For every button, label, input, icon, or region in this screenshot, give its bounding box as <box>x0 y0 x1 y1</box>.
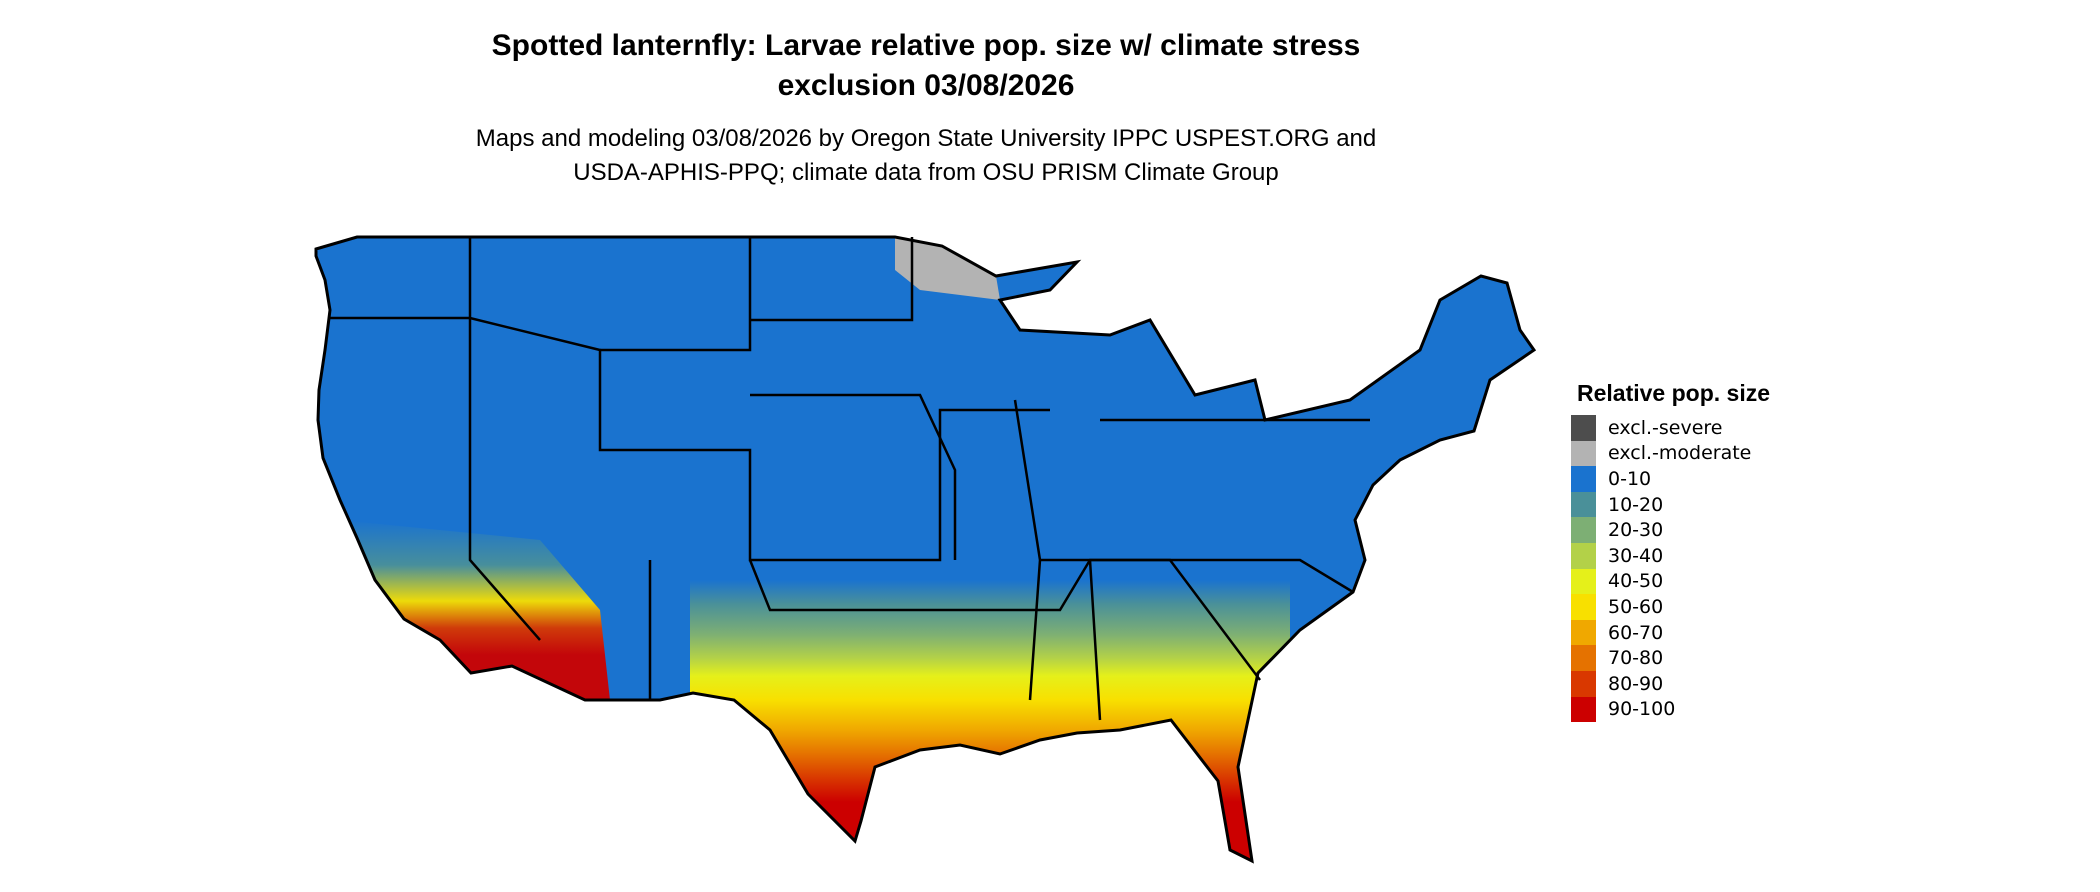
legend-label: 30-40 <box>1608 544 1664 567</box>
legend-swatch <box>1571 466 1596 492</box>
legend-item: excl.-moderate <box>1571 440 1770 467</box>
state-border <box>748 559 955 612</box>
legend-label: excl.-severe <box>1608 416 1723 439</box>
legend-swatch <box>1571 594 1596 620</box>
subtitle-line-1: Maps and modeling 03/08/2026 by Oregon S… <box>475 125 1377 152</box>
state-border <box>1040 558 1354 594</box>
legend-label: 10-20 <box>1608 493 1664 516</box>
state-borders <box>330 237 1370 721</box>
legend-swatch <box>1571 619 1596 646</box>
legend-swatch <box>1571 491 1596 518</box>
legend-label: 80-90 <box>1608 672 1664 695</box>
legend-items: excl.-severe excl.-moderate 0-10 10-20 20-30… <box>1571 415 1770 723</box>
state-border <box>1088 559 1102 721</box>
legend-label: 0-10 <box>1608 467 1652 490</box>
map-subtitle: Maps and modeling 03/08/2026 by Oregon S… <box>326 122 1526 190</box>
legend: Relative pop. size excl.-severe excl.-mod… <box>1571 380 1771 723</box>
legend-swatch <box>1571 696 1596 723</box>
legend-label: excl.-moderate <box>1608 442 1752 465</box>
title-line-2: exclusion 03/08/2026 <box>777 69 1075 102</box>
legend-item: 90-100 <box>1571 696 1770 723</box>
map-fill <box>316 237 1534 861</box>
state-border <box>600 237 752 352</box>
legend-item: 30-40 <box>1571 542 1770 569</box>
legend-swatch <box>1571 415 1596 441</box>
legend-swatch <box>1571 645 1596 671</box>
legend-swatch <box>1571 568 1596 595</box>
state-border <box>330 316 1050 562</box>
region-south-gradient <box>690 580 1290 861</box>
legend-swatch <box>1571 517 1596 543</box>
legend-label: 20-30 <box>1608 519 1664 542</box>
subtitle-line-2: USDA-APHIS-PPQ; climate data from OSU PR… <box>573 159 1279 186</box>
legend-label: 60-70 <box>1608 621 1664 644</box>
legend-item: 0-10 <box>1571 466 1770 492</box>
us-outline <box>314 235 1537 864</box>
legend-item: 20-30 <box>1571 517 1770 543</box>
legend-label: 40-50 <box>1608 570 1664 593</box>
map-title: Spotted lanternfly: Larvae relative pop.… <box>326 26 1526 106</box>
legend-swatch <box>1571 542 1596 569</box>
legend-item: 60-70 <box>1571 619 1770 646</box>
legend-item: 70-80 <box>1571 645 1770 671</box>
legend-item: excl.-severe <box>1571 415 1770 441</box>
region-excl-moderate <box>895 237 1000 300</box>
state-border <box>468 237 541 641</box>
legend-swatch <box>1571 670 1596 697</box>
legend-item: 40-50 <box>1571 568 1770 595</box>
legend-label: 90-100 <box>1608 698 1676 721</box>
legend-item: 10-20 <box>1571 491 1770 518</box>
legend-swatch <box>1571 440 1596 467</box>
legend-item: 80-90 <box>1571 670 1770 697</box>
legend-label: 50-60 <box>1608 595 1664 618</box>
state-border <box>750 237 914 322</box>
legend-label: 70-80 <box>1608 647 1664 670</box>
state-border <box>750 393 957 560</box>
legend-title: Relative pop. size <box>1577 380 1771 406</box>
legend-item: 50-60 <box>1571 594 1770 620</box>
title-line-1: Spotted lanternfly: Larvae relative pop.… <box>491 29 1361 62</box>
